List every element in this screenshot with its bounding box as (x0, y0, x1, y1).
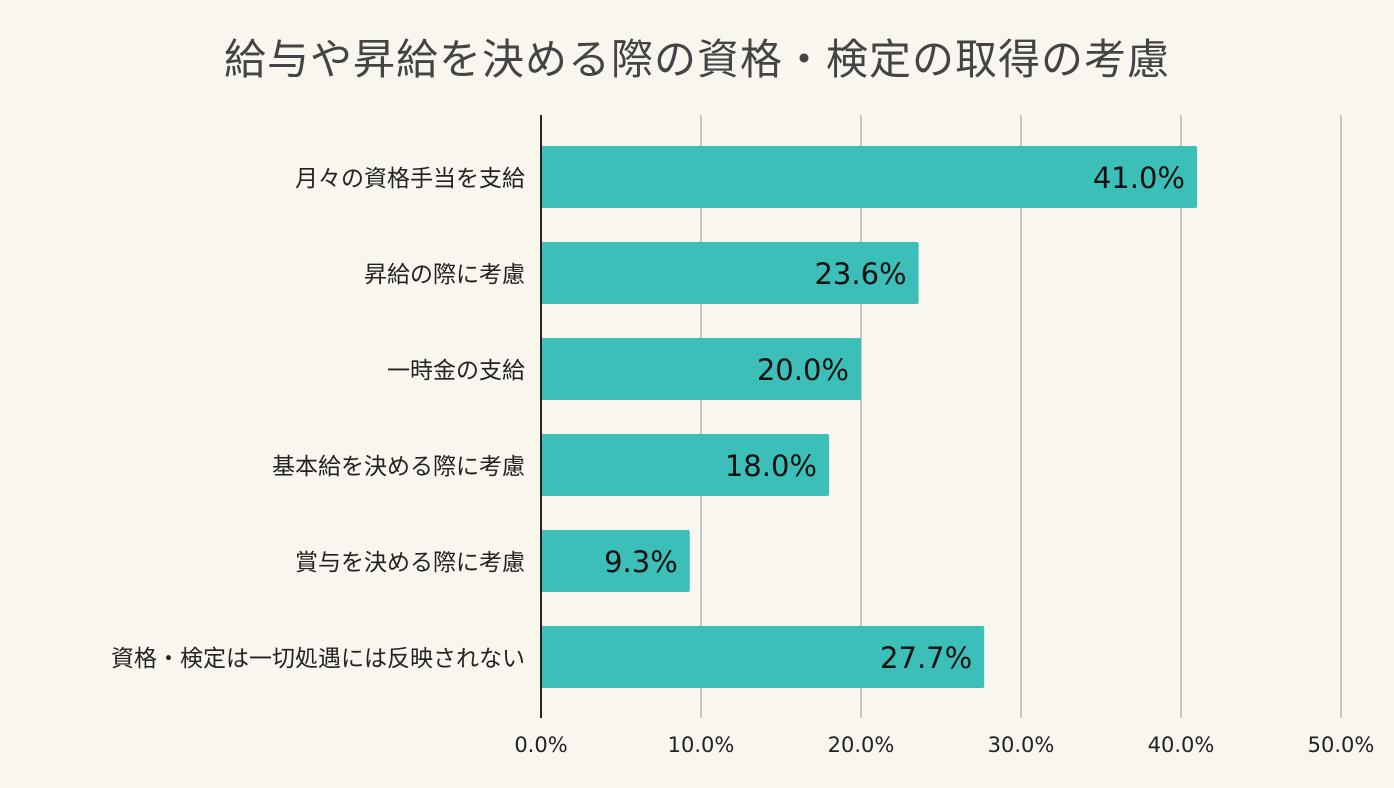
bar (541, 242, 919, 304)
bar (541, 338, 861, 400)
bar (541, 146, 1197, 208)
x-tick-label: 20.0% (828, 733, 895, 757)
category-label: 昇給の際に考慮 (364, 262, 525, 288)
x-tick-label: 10.0% (668, 733, 735, 757)
value-label: 20.0% (757, 353, 849, 387)
category-label: 一時金の支給 (387, 358, 525, 384)
bar (541, 626, 985, 688)
x-tick-label: 40.0% (1148, 733, 1215, 757)
x-tick-label: 30.0% (988, 733, 1055, 757)
category-label: 賞与を決める際に考慮 (295, 550, 525, 576)
value-label: 41.0% (1093, 161, 1185, 195)
x-tick-label: 0.0% (514, 733, 567, 757)
category-label: 基本給を決める際に考慮 (272, 454, 525, 480)
bar (541, 530, 690, 592)
bar (541, 434, 829, 496)
category-label: 月々の資格手当を支給 (295, 166, 525, 192)
value-label: 9.3% (604, 545, 678, 579)
category-label: 資格・検定は一切処遇には反映されない (111, 646, 525, 672)
value-label: 27.7% (880, 641, 972, 675)
value-label: 23.6% (814, 257, 906, 291)
x-tick-label: 50.0% (1308, 733, 1375, 757)
chart-title: 給与や昇給を決める際の資格・検定の取得の考慮 (223, 35, 1170, 84)
value-label: 18.0% (725, 449, 817, 483)
